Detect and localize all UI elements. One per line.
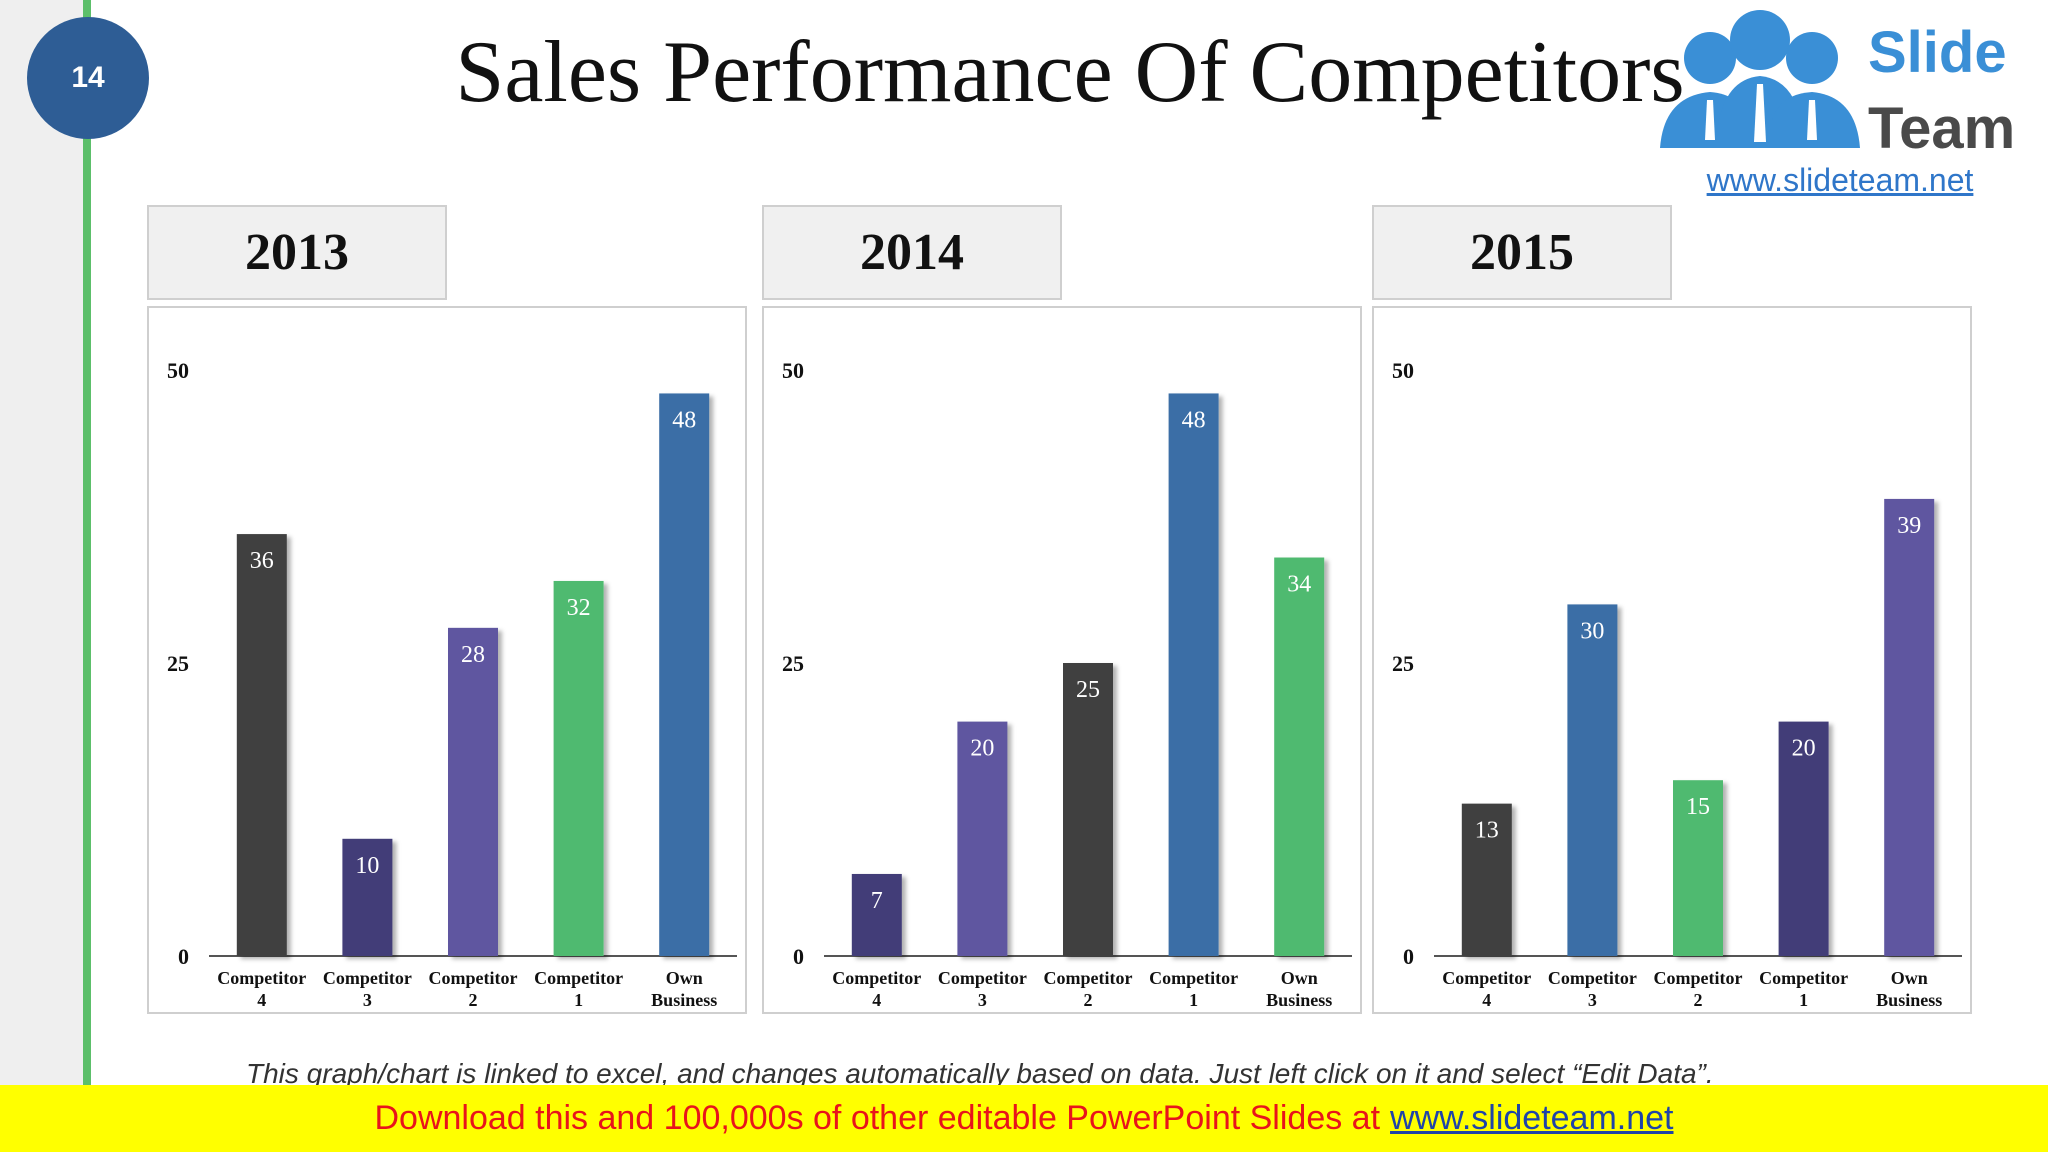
slide-title: Sales Performance Of Competitors [455, 24, 1685, 121]
banner-link[interactable]: www.slideteam.net [1390, 1099, 1674, 1137]
x-tick-label: Own [1891, 968, 1928, 988]
y-tick-label: 0 [1403, 944, 1414, 969]
bar[interactable] [851, 873, 902, 956]
x-tick-label: 3 [978, 990, 987, 1010]
y-tick-label: 0 [178, 944, 189, 969]
slide-number-badge: 14 [27, 17, 149, 139]
x-tick-label: Competitor [323, 968, 412, 988]
bar-chart-2013[interactable]: 0255036Competitor410Competitor328Competi… [149, 308, 749, 1016]
logo-brand-bottom: Team [1868, 96, 2015, 161]
chart-panel-2013[interactable]: 0 25 50 36 Competitor 4 10 Competitor 3 28 Competi… [147, 306, 747, 1014]
y-tick-label: 50 [782, 358, 804, 383]
x-tick-label: Competitor [534, 968, 623, 988]
bar[interactable] [1884, 498, 1935, 956]
x-tick-label: Business [1876, 990, 1942, 1010]
x-tick-label: Competitor [1442, 968, 1531, 988]
x-tick-label: 2 [1694, 990, 1703, 1010]
bar[interactable] [1461, 803, 1512, 956]
bar-value-label: 10 [355, 853, 379, 879]
year-label-2015: 2015 [1372, 205, 1672, 300]
y-tick-label: 25 [1392, 651, 1414, 676]
bar[interactable] [1274, 557, 1325, 956]
x-tick-label: 2 [1084, 990, 1093, 1010]
x-tick-label: 3 [1588, 990, 1597, 1010]
x-tick-label: Own [1281, 968, 1318, 988]
bar-value-label: 39 [1897, 513, 1921, 539]
bar-value-label: 28 [461, 642, 485, 668]
logo-url-link[interactable]: www.slideteam.net [1706, 162, 1974, 198]
bar-value-label: 48 [672, 407, 696, 433]
chart-panel-2015[interactable]: 0 25 50 13 Competitor 4 30 Competitor 3 15 Competi… [1372, 306, 1972, 1014]
x-tick-label: 4 [257, 990, 266, 1010]
bar-value-label: 36 [250, 548, 274, 574]
year-label-2013: 2013 [147, 205, 447, 300]
chart-note: This graph/chart is linked to excel, and… [246, 1058, 1714, 1089]
y-tick-label: 0 [793, 944, 804, 969]
bar[interactable] [1673, 780, 1723, 956]
banner-text: Download this and 100,000s of other edit… [374, 1099, 1381, 1137]
bar[interactable] [448, 627, 498, 956]
bar-value-label: 20 [1792, 736, 1816, 762]
slideteam-logo: Slide Team [1660, 10, 2015, 161]
logo-brand-top: Slide [1868, 20, 2007, 85]
x-tick-label: 3 [363, 990, 372, 1010]
bar-value-label: 20 [970, 736, 994, 762]
x-tick-label: Competitor [1044, 968, 1133, 988]
bar-chart-2014[interactable]: 025507Competitor420Competitor325Competit… [764, 308, 1364, 1016]
x-tick-label: Competitor [1759, 968, 1848, 988]
x-tick-label: Competitor [832, 968, 921, 988]
bar[interactable] [1567, 604, 1618, 956]
bar-value-label: 32 [567, 595, 591, 621]
x-tick-label: Business [651, 990, 717, 1010]
bar[interactable] [1063, 663, 1113, 956]
download-banner[interactable]: Download this and 100,000s of other edit… [0, 1085, 2048, 1152]
x-tick-label: Competitor [429, 968, 518, 988]
bar-value-label: 15 [1686, 794, 1710, 820]
x-tick-label: Own [666, 968, 703, 988]
bar-value-label: 7 [871, 888, 883, 914]
y-tick-label: 50 [167, 358, 189, 383]
y-tick-label: 25 [782, 651, 804, 676]
x-tick-label: 4 [1482, 990, 1491, 1010]
bar[interactable] [659, 393, 710, 956]
x-tick-label: Business [1266, 990, 1332, 1010]
bar[interactable] [553, 580, 604, 956]
bar[interactable] [342, 838, 393, 956]
bar-value-label: 25 [1076, 677, 1100, 703]
y-tick-label: 25 [167, 651, 189, 676]
x-tick-label: 1 [1189, 990, 1198, 1010]
x-tick-label: Competitor [217, 968, 306, 988]
bar[interactable] [1778, 721, 1829, 956]
x-tick-label: Competitor [1149, 968, 1238, 988]
bar-value-label: 13 [1475, 818, 1499, 844]
year-label-2014: 2014 [762, 205, 1062, 300]
x-tick-label: 1 [1799, 990, 1808, 1010]
x-tick-label: Competitor [1548, 968, 1637, 988]
bar-chart-2015[interactable]: 0255013Competitor430Competitor315Competi… [1374, 308, 1974, 1016]
chart-panel-2014[interactable]: 0 25 50 7 Competitor 4 20 Competitor 3 25 Competit… [762, 306, 1362, 1014]
x-tick-label: Competitor [938, 968, 1027, 988]
y-tick-label: 50 [1392, 358, 1414, 383]
bar-value-label: 48 [1182, 407, 1206, 433]
x-tick-label: Competitor [1654, 968, 1743, 988]
x-tick-label: 4 [872, 990, 881, 1010]
x-tick-label: 2 [469, 990, 478, 1010]
x-tick-label: 1 [574, 990, 583, 1010]
bar[interactable] [1168, 393, 1219, 956]
bar-value-label: 30 [1580, 618, 1604, 644]
left-accent-line [83, 0, 91, 1085]
left-strip [0, 0, 86, 1085]
bar[interactable] [957, 721, 1008, 956]
bar-value-label: 34 [1287, 572, 1311, 598]
bar[interactable] [236, 534, 287, 956]
